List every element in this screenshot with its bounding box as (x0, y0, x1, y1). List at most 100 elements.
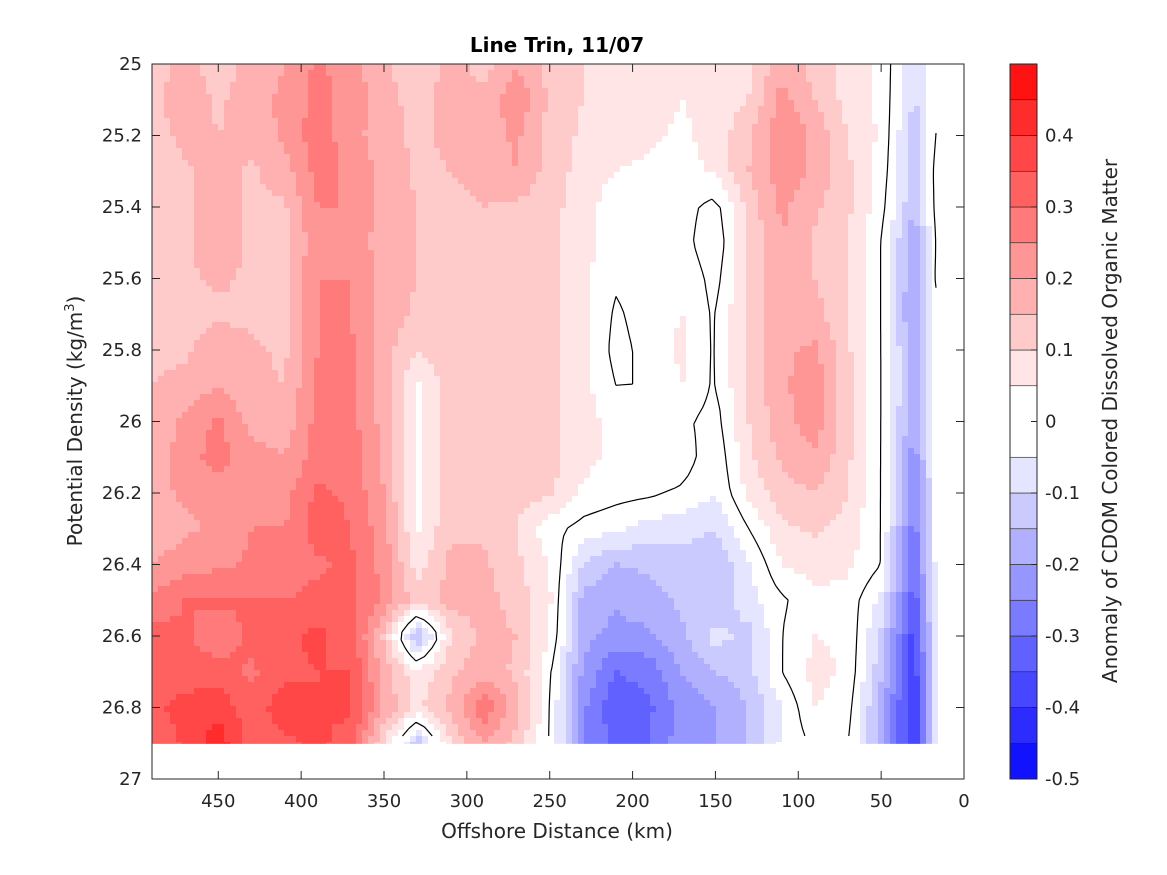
contour-cell (590, 154, 597, 161)
contour-cell (338, 220, 345, 227)
contour-cell (158, 142, 165, 149)
contour-cell (482, 160, 489, 167)
contour-cell (266, 190, 273, 197)
contour-cell (194, 106, 201, 113)
contour-cell (356, 250, 363, 257)
contour-cell (668, 208, 675, 215)
contour-cell (782, 70, 789, 77)
contour-cell (230, 142, 237, 149)
contour-cell (332, 160, 339, 167)
contour-cell (626, 142, 633, 149)
contour-cell (254, 262, 261, 269)
contour-cell (686, 100, 693, 107)
contour-cell (632, 124, 639, 131)
contour-cell (290, 196, 297, 203)
contour-cell (182, 130, 189, 137)
contour-cell (692, 256, 699, 263)
contour-cell (680, 280, 687, 287)
contour-cell (512, 160, 519, 167)
contour-cell (308, 238, 315, 245)
contour-cell (200, 196, 207, 203)
contour-cell (344, 178, 351, 185)
contour-cell (890, 184, 897, 191)
contour-cell (728, 136, 735, 143)
contour-cell (776, 130, 783, 137)
contour-cell (284, 142, 291, 149)
contour-cell (866, 208, 873, 215)
contour-cell (338, 124, 345, 131)
contour-cell (452, 154, 459, 161)
contour-cell (560, 142, 567, 149)
contour-cell (848, 124, 855, 131)
contour-cell (650, 124, 657, 131)
contour-cell (704, 100, 711, 107)
contour-cell (314, 274, 321, 281)
contour-cell (926, 124, 933, 131)
contour-cell (416, 76, 423, 83)
contour-cell (848, 184, 855, 191)
contour-cell (422, 76, 429, 83)
contour-cell (710, 226, 717, 233)
contour-cell (176, 250, 183, 257)
contour-cell (200, 148, 207, 155)
contour-cell (932, 94, 939, 101)
contour-cell (368, 226, 375, 233)
contour-cell (848, 172, 855, 179)
contour-cell (680, 268, 687, 275)
contour-cell (284, 160, 291, 167)
contour-cell (158, 190, 165, 197)
contour-cell (500, 76, 507, 83)
contour-cell (932, 100, 939, 107)
contour-cell (410, 142, 417, 149)
contour-cell (590, 118, 597, 125)
contour-cell (170, 238, 177, 245)
contour-cell (464, 154, 471, 161)
contour-cell (326, 190, 333, 197)
contour-cell (674, 220, 681, 227)
contour-cell (782, 262, 789, 269)
contour-cell (896, 130, 903, 137)
contour-cell (158, 262, 165, 269)
contour-cell (632, 190, 639, 197)
contour-cell (416, 88, 423, 95)
contour-cell (368, 154, 375, 161)
contour-cell (728, 184, 735, 191)
contour-cell (500, 172, 507, 179)
contour-cell (446, 172, 453, 179)
contour-cell (338, 256, 345, 263)
contour-cell (920, 160, 927, 167)
contour-cell (242, 148, 249, 155)
contour-cell (512, 274, 519, 281)
contour-cell (884, 268, 891, 275)
contour-cell (470, 286, 477, 293)
contour-cell (806, 106, 813, 113)
contour-cell (422, 280, 429, 287)
contour-cell (224, 214, 231, 221)
contour-cell (212, 172, 219, 179)
contour-cell (482, 256, 489, 263)
contour-cell (284, 70, 291, 77)
contour-cell (518, 106, 525, 113)
contour-cell (578, 202, 585, 209)
contour-cell (374, 142, 381, 149)
contour-cell (686, 274, 693, 281)
contour-cell (938, 190, 940, 197)
contour-cell (758, 238, 765, 245)
contour-cell (776, 64, 783, 71)
contour-cell (662, 286, 669, 293)
contour-cell (224, 286, 231, 293)
contour-cell (788, 256, 795, 263)
contour-cell (686, 244, 693, 251)
contour-cell (308, 160, 315, 167)
contour-cell (500, 136, 507, 143)
contour-cell (332, 64, 339, 71)
contour-cell (830, 244, 837, 251)
contour-cell (860, 220, 867, 227)
contour-cell (740, 274, 747, 281)
contour-cell (920, 208, 927, 215)
contour-cell (410, 70, 417, 77)
contour-cell (464, 124, 471, 131)
contour-cell (248, 160, 255, 167)
contour-cell (770, 76, 777, 83)
contour-cell (152, 268, 159, 275)
